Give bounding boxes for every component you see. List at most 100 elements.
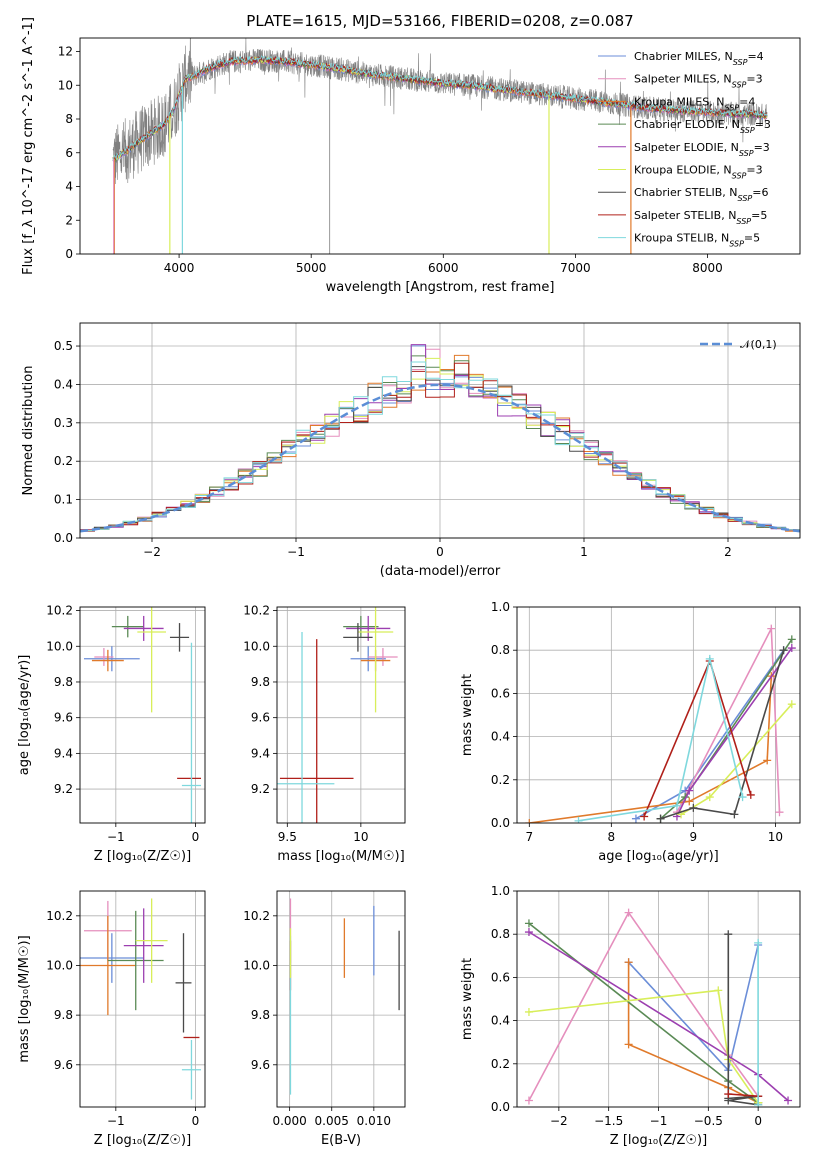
y-tick-label: 10.2 bbox=[243, 604, 270, 618]
y-tick-label: 0.4 bbox=[491, 730, 510, 744]
y-axis-label: mass weight bbox=[460, 674, 475, 756]
errorbar-point bbox=[343, 623, 373, 652]
errorbar-point bbox=[169, 623, 190, 652]
legend-entry: Chabrier ELODIE, NSSP=3 bbox=[634, 118, 771, 135]
y-tick-label: 9.8 bbox=[54, 1008, 73, 1022]
y-tick-label: 9.6 bbox=[251, 1058, 270, 1072]
y-tick-label: 0.2 bbox=[491, 1057, 510, 1071]
legend-count: =3 bbox=[746, 164, 762, 177]
y-tick-label: 9.8 bbox=[251, 1008, 270, 1022]
y-tick-label: 10.2 bbox=[243, 909, 270, 923]
x-tick-label: 0.005 bbox=[315, 1114, 349, 1128]
axes-frame bbox=[79, 606, 206, 824]
y-tick-label: 0.4 bbox=[491, 1014, 510, 1028]
residuals-panel: −2 −1 0 1 2 0.0 0.1 0.2 0.3 0.4 0.5 (data-model)/er… bbox=[21, 322, 801, 579]
weight-line bbox=[643, 658, 752, 817]
errorbar-point bbox=[368, 648, 398, 666]
y-tick-label: 9.6 bbox=[54, 1058, 73, 1072]
x-tick-label: 10 bbox=[353, 830, 368, 844]
x-tick-label: 9 bbox=[690, 830, 698, 844]
axes-frame bbox=[79, 890, 206, 1108]
errorbar-point bbox=[94, 648, 114, 666]
legend-entry: Chabrier MILES, NSSP=4 bbox=[634, 50, 764, 67]
y-axis-label: mass weight bbox=[460, 958, 475, 1040]
weight-marker bbox=[754, 938, 763, 947]
x-tick-label: 2 bbox=[724, 545, 732, 559]
errorbar-point bbox=[279, 639, 354, 823]
y-tick-label: 10 bbox=[58, 78, 73, 92]
legend-subscript: SSP bbox=[724, 103, 739, 112]
x-tick-label: 5000 bbox=[296, 261, 327, 275]
weight-marker bbox=[705, 793, 714, 802]
legend-count: =4 bbox=[739, 95, 755, 108]
y-tick-label: 10.0 bbox=[46, 958, 73, 972]
x-tick-label: −1 bbox=[107, 1114, 125, 1128]
plot-area bbox=[112, 38, 768, 254]
x-tick-label: −1 bbox=[107, 830, 125, 844]
legend-count: =3 bbox=[754, 141, 770, 154]
legend-entry: Salpeter ELODIE, NSSP=3 bbox=[634, 141, 770, 158]
weight-marker bbox=[624, 908, 633, 917]
weight-vs-age-panel: 7 8 9 10 0.0 0.2 0.4 0.6 0.8 1.0 age [log₁₀(age/yr… bbox=[460, 600, 801, 864]
weight-marker bbox=[685, 797, 694, 806]
x-tick-label: 8 bbox=[608, 830, 616, 844]
weight-marker bbox=[705, 654, 714, 663]
weight-series bbox=[524, 919, 763, 1107]
weight-marker bbox=[689, 803, 698, 812]
weight-series bbox=[656, 646, 788, 823]
x-tick-label: −2 bbox=[550, 1114, 568, 1128]
weight-marker bbox=[763, 756, 772, 765]
weight-marker bbox=[624, 958, 633, 967]
errorbar-point bbox=[91, 649, 124, 672]
axes-frame bbox=[79, 37, 801, 255]
errorbar-point bbox=[83, 646, 140, 672]
plot-area bbox=[277, 607, 398, 823]
weight-marker bbox=[672, 801, 681, 810]
legend-entry: Chabrier STELIB, NSSP=6 bbox=[634, 186, 768, 203]
x-tick-label: 7000 bbox=[560, 261, 591, 275]
errorbar-point bbox=[175, 933, 192, 1033]
y-tick-label: 0.0 bbox=[491, 816, 510, 830]
x-tick-label: 0 bbox=[754, 1114, 762, 1128]
spectrum-legend: Chabrier MILES, NSSP=4 Salpeter MILES, NS… bbox=[598, 50, 771, 248]
weight-marker bbox=[754, 1100, 763, 1107]
y-tick-label: 0 bbox=[65, 247, 73, 261]
y-tick-label: 10.2 bbox=[46, 604, 73, 618]
weight-series bbox=[524, 908, 763, 1105]
legend-subscript: SSP bbox=[739, 148, 754, 157]
weight-line bbox=[528, 911, 759, 1101]
legend-entry: Kroupa STELIB, NSSP=5 bbox=[634, 232, 760, 249]
errorbar-point bbox=[111, 615, 144, 638]
x-tick-label: −2 bbox=[143, 545, 161, 559]
x-tick-label: 8000 bbox=[692, 261, 723, 275]
x-tick-label: 9.5 bbox=[278, 830, 297, 844]
weight-marker bbox=[775, 808, 784, 817]
x-axis-label: E(B-V) bbox=[321, 1133, 361, 1148]
weight-marker bbox=[714, 986, 723, 995]
weight-marker bbox=[738, 793, 747, 802]
weight-marker bbox=[525, 819, 534, 823]
weight-marker bbox=[624, 1040, 633, 1049]
y-axis-label: age [log₁₀(age/yr)] bbox=[17, 655, 32, 776]
y-tick-label: 2 bbox=[65, 213, 73, 227]
errorbar-point bbox=[357, 607, 394, 713]
x-axis-label: wavelength [Angstrom, rest frame] bbox=[326, 280, 555, 295]
y-tick-label: 10.0 bbox=[243, 958, 270, 972]
x-tick-label: 0 bbox=[436, 545, 444, 559]
x-axis-label: Z [log₁₀(Z/Z☉)] bbox=[610, 1133, 707, 1148]
weight-marker bbox=[787, 700, 796, 709]
legend-subscript: SSP bbox=[729, 239, 744, 248]
y-tick-label: 10.0 bbox=[243, 639, 270, 653]
y-axis-label: Normed distribution bbox=[21, 366, 36, 496]
x-tick-label: 10 bbox=[768, 830, 783, 844]
weight-marker bbox=[779, 646, 788, 655]
y-tick-label: 10.0 bbox=[46, 639, 73, 653]
x-axis-label: age [log₁₀(age/yr)] bbox=[598, 849, 719, 864]
x-tick-label: 1 bbox=[580, 545, 588, 559]
axes-frame bbox=[516, 606, 801, 824]
x-tick-label: 4000 bbox=[164, 261, 195, 275]
y-tick-label: 0.6 bbox=[491, 970, 510, 984]
normal-reference-curve bbox=[80, 383, 800, 533]
y-tick-label: 9.8 bbox=[54, 675, 73, 689]
